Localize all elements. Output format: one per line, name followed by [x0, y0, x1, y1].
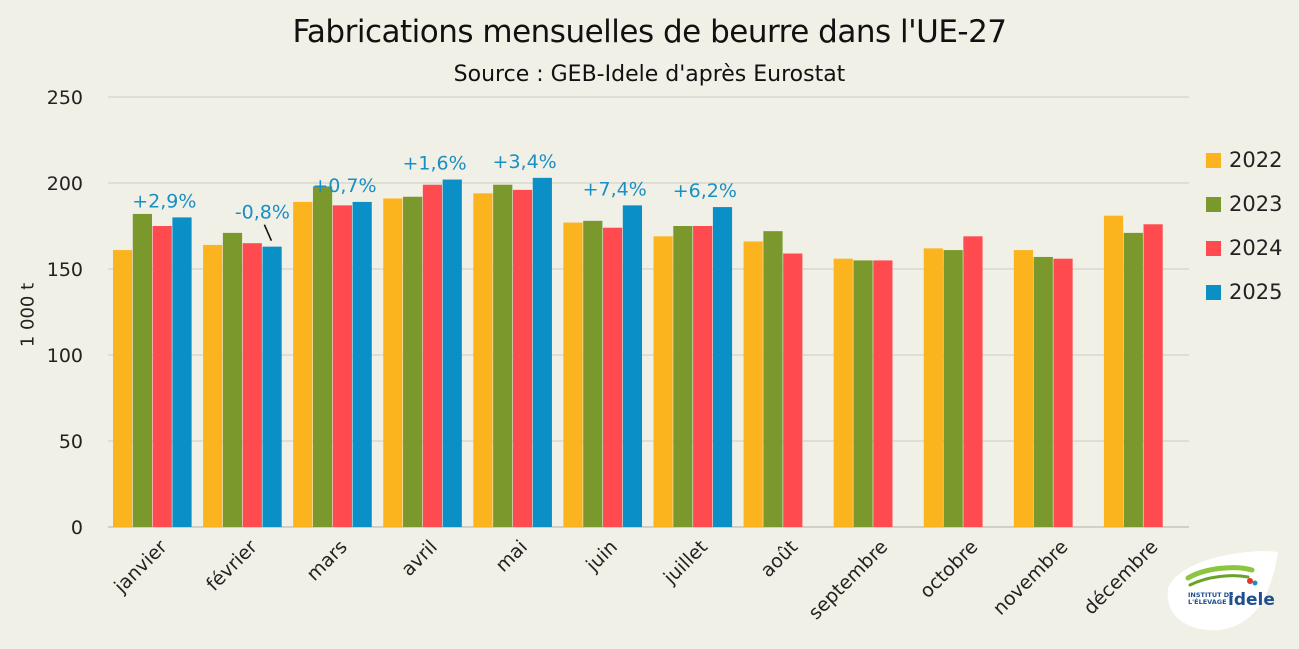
bar-2025-juillet: [712, 207, 733, 527]
x-tick-label: septembre: [804, 536, 892, 624]
legend-item-2024: 2024: [1206, 226, 1282, 270]
bar-2025-mars: [352, 201, 372, 528]
x-tick-labels: janvier février mars avril mai juin juillet aoû…: [109, 536, 1162, 624]
legend-label: 2023: [1229, 192, 1283, 216]
annotation-label: +7,4%: [583, 178, 647, 200]
annotations: +2,9% -0,8% +0,7% +1,6% +3,4% +7,4% +6,2%: [132, 151, 737, 241]
bar-2024-décembre: [1143, 224, 1163, 527]
bar-2024-avril: [422, 184, 443, 527]
bar-2023-février: [222, 232, 243, 527]
annotation-leader-line: [263, 224, 273, 241]
legend-label: 2025: [1229, 280, 1283, 304]
x-tick-label: avril: [397, 536, 442, 581]
bar-2022-août: [743, 241, 763, 528]
bar-2024-août: [783, 253, 803, 527]
bar-2024-mars: [332, 205, 352, 528]
bar-2023-avril: [403, 196, 423, 527]
annotation-label: +1,6%: [402, 153, 466, 175]
bars: [113, 177, 1163, 528]
y-tick-label: 200: [47, 173, 83, 195]
logo-text-line2: L'ÉLEVAGE: [1188, 597, 1227, 606]
y-tick-label: 250: [47, 87, 83, 109]
bar-2025-février: [262, 246, 282, 527]
legend-item-2023: 2023: [1206, 182, 1282, 226]
bar-2024-juin: [603, 227, 623, 527]
x-tick-label: février: [202, 536, 262, 596]
legend-swatch: [1206, 240, 1221, 256]
chart-title: Fabrications mensuelles de beurre dans l…: [292, 14, 1007, 50]
legend-item-2025: 2025: [1206, 270, 1282, 314]
bar-2024-janvier: [152, 226, 172, 527]
logo-brand: idele: [1228, 590, 1275, 610]
bar-2022-avril: [383, 198, 403, 528]
y-tick-labels: 0 50 100 150 200 250: [47, 87, 83, 539]
legend-swatch: [1206, 284, 1221, 300]
legend: 2022 2023 2024 2025: [1206, 138, 1282, 314]
bar-2022-mai: [473, 193, 493, 527]
legend-label: 2024: [1229, 236, 1283, 260]
x-tick-label: août: [756, 536, 802, 582]
bar-2023-mars: [312, 186, 333, 527]
bar-2023-septembre: [853, 260, 873, 527]
annotation-label: -0,8%: [235, 202, 290, 224]
bar-2024-novembre: [1053, 258, 1073, 527]
legend-swatch: [1206, 196, 1221, 212]
bar-2023-octobre: [943, 250, 963, 527]
bar-2022-mars: [293, 201, 313, 528]
bar-2023-mai: [493, 184, 513, 527]
y-tick-label: 100: [47, 345, 83, 367]
bar-2024-février: [242, 243, 262, 527]
bar-2025-janvier: [172, 217, 192, 527]
x-tick-label: juin: [581, 536, 622, 577]
bar-2022-juillet: [653, 236, 673, 527]
x-tick-label: octobre: [916, 536, 983, 603]
legend-item-2022: 2022: [1206, 138, 1282, 182]
annotation-label: +3,4%: [493, 151, 557, 173]
x-tick-label: mai: [491, 536, 532, 577]
bar-2023-juin: [583, 220, 603, 527]
legend-swatch: [1206, 152, 1221, 168]
bar-2024-juillet: [693, 226, 713, 527]
bar-2023-juillet: [673, 226, 693, 527]
bar-2022-octobre: [923, 248, 943, 528]
x-tick-label: juillet: [659, 536, 712, 589]
bar-2023-décembre: [1123, 232, 1143, 527]
bar-2023-août: [763, 231, 783, 527]
x-tick-label: mars: [302, 536, 351, 585]
bar-2024-octobre: [963, 236, 983, 527]
chart-subtitle: Source : GEB-Idele d'après Eurostat: [453, 62, 846, 87]
bar-2024-mai: [512, 189, 533, 527]
idele-logo: INSTITUT DE L'ÉLEVAGE idele: [1167, 551, 1278, 631]
annotation-label: +6,2%: [673, 180, 737, 202]
bar-2022-février: [203, 244, 223, 528]
annotation-label: +2,9%: [132, 190, 196, 212]
bar-2023-novembre: [1033, 256, 1053, 527]
bar-2025-juin: [622, 205, 643, 528]
bar-2022-juin: [563, 222, 583, 527]
bar-2022-décembre: [1103, 215, 1124, 527]
x-tick-label: novembre: [989, 536, 1073, 620]
y-tick-label: 50: [59, 431, 83, 453]
gridlines: [108, 96, 1189, 528]
annotation-label: +0,7%: [312, 175, 376, 197]
bar-2025-avril: [442, 179, 462, 527]
bar-2022-janvier: [113, 250, 133, 527]
bar-2024-septembre: [873, 260, 893, 527]
bar-2025-mai: [532, 177, 552, 527]
bar-2022-novembre: [1013, 250, 1034, 527]
legend-label: 2022: [1229, 148, 1283, 172]
bar-2022-septembre: [833, 258, 853, 527]
logo-text-line1: INSTITUT DE: [1188, 591, 1234, 599]
bar-2023-janvier: [132, 213, 152, 527]
y-tick-label: 150: [47, 259, 83, 281]
x-tick-label: décembre: [1079, 536, 1162, 619]
x-tick-label: janvier: [109, 536, 171, 598]
y-tick-label: 0: [71, 517, 83, 539]
